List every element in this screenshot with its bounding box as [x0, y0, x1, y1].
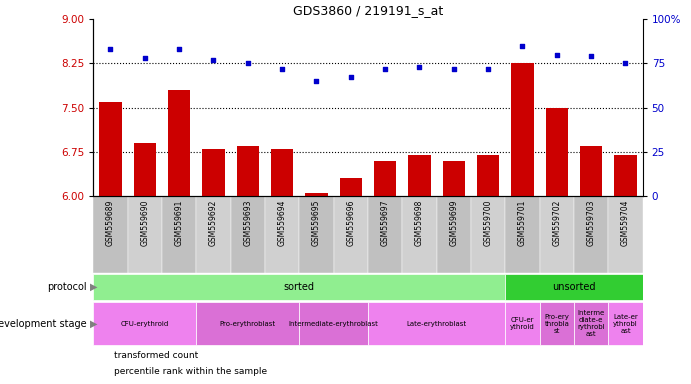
- Point: [517, 43, 528, 49]
- Point: [379, 66, 390, 72]
- Bar: [540, 302, 574, 345]
- Bar: [505, 274, 643, 300]
- Text: GSM559692: GSM559692: [209, 200, 218, 246]
- Point: [346, 74, 357, 81]
- Point: [620, 60, 631, 66]
- Text: GSM559704: GSM559704: [621, 200, 630, 246]
- Bar: [408, 155, 430, 196]
- Text: GSM559694: GSM559694: [278, 200, 287, 246]
- Text: GSM559698: GSM559698: [415, 200, 424, 246]
- Bar: [236, 146, 259, 196]
- Text: GSM559695: GSM559695: [312, 200, 321, 246]
- Bar: [133, 143, 156, 196]
- Bar: [614, 155, 636, 196]
- Bar: [546, 108, 568, 196]
- Text: GSM559699: GSM559699: [449, 200, 458, 246]
- Text: GSM559701: GSM559701: [518, 200, 527, 246]
- Bar: [299, 302, 368, 345]
- Text: protocol: protocol: [47, 282, 86, 292]
- Point: [208, 57, 219, 63]
- Point: [414, 64, 425, 70]
- Bar: [305, 193, 328, 196]
- Text: GSM559696: GSM559696: [346, 200, 355, 246]
- Point: [551, 51, 562, 58]
- Bar: [608, 196, 643, 273]
- Text: GSM559702: GSM559702: [552, 200, 561, 246]
- Bar: [574, 196, 608, 273]
- Text: transformed count: transformed count: [114, 351, 198, 360]
- Text: Pro-ery
throbla
st: Pro-ery throbla st: [545, 313, 569, 334]
- Bar: [271, 149, 293, 196]
- Text: Intermediate-erythroblast: Intermediate-erythroblast: [289, 321, 379, 326]
- Text: ▶: ▶: [90, 282, 97, 292]
- Text: GSM559703: GSM559703: [587, 200, 596, 246]
- Bar: [374, 161, 396, 196]
- Bar: [580, 146, 603, 196]
- Bar: [100, 230, 111, 346]
- Bar: [574, 302, 608, 345]
- Bar: [299, 196, 334, 273]
- Text: GSM559700: GSM559700: [484, 200, 493, 246]
- Text: development stage: development stage: [0, 318, 86, 329]
- Bar: [128, 196, 162, 273]
- Point: [482, 66, 493, 72]
- Bar: [368, 302, 505, 345]
- Bar: [334, 196, 368, 273]
- Point: [448, 66, 460, 72]
- Point: [173, 46, 184, 52]
- Bar: [437, 196, 471, 273]
- Text: GSM559691: GSM559691: [175, 200, 184, 246]
- Bar: [540, 196, 574, 273]
- Bar: [511, 63, 533, 196]
- Point: [140, 55, 151, 61]
- Bar: [100, 38, 111, 154]
- Bar: [93, 302, 196, 345]
- Text: GSM559690: GSM559690: [140, 200, 149, 246]
- Point: [311, 78, 322, 84]
- Bar: [168, 90, 190, 196]
- Text: unsorted: unsorted: [552, 282, 596, 292]
- Text: GSM559693: GSM559693: [243, 200, 252, 246]
- Bar: [443, 161, 465, 196]
- Point: [105, 46, 116, 52]
- Bar: [505, 196, 540, 273]
- Text: Interme
diate-e
rythrobl
ast: Interme diate-e rythrobl ast: [577, 310, 605, 337]
- Text: Late-er
ythrobl
ast: Late-er ythrobl ast: [613, 313, 638, 334]
- Bar: [162, 196, 196, 273]
- Bar: [100, 102, 122, 196]
- Bar: [477, 155, 500, 196]
- Point: [276, 66, 287, 72]
- Bar: [368, 196, 402, 273]
- Bar: [471, 196, 505, 273]
- Bar: [505, 302, 540, 345]
- Point: [243, 60, 254, 66]
- Text: GSM559697: GSM559697: [381, 200, 390, 246]
- Text: percentile rank within the sample: percentile rank within the sample: [114, 367, 267, 376]
- Bar: [196, 196, 231, 273]
- Title: GDS3860 / 219191_s_at: GDS3860 / 219191_s_at: [293, 3, 443, 17]
- Text: CFU-erythroid: CFU-erythroid: [121, 321, 169, 326]
- Bar: [608, 302, 643, 345]
- Text: CFU-er
ythroid: CFU-er ythroid: [510, 317, 535, 330]
- Point: [585, 53, 596, 60]
- Bar: [231, 196, 265, 273]
- Bar: [340, 178, 362, 196]
- Text: Late-erythroblast: Late-erythroblast: [406, 321, 466, 326]
- Bar: [93, 274, 505, 300]
- Bar: [196, 302, 299, 345]
- Text: sorted: sorted: [284, 282, 315, 292]
- Text: Pro-erythroblast: Pro-erythroblast: [220, 321, 276, 326]
- Bar: [402, 196, 437, 273]
- Bar: [93, 196, 128, 273]
- Text: GSM559689: GSM559689: [106, 200, 115, 246]
- Text: ▶: ▶: [90, 318, 97, 329]
- Bar: [202, 149, 225, 196]
- Bar: [265, 196, 299, 273]
